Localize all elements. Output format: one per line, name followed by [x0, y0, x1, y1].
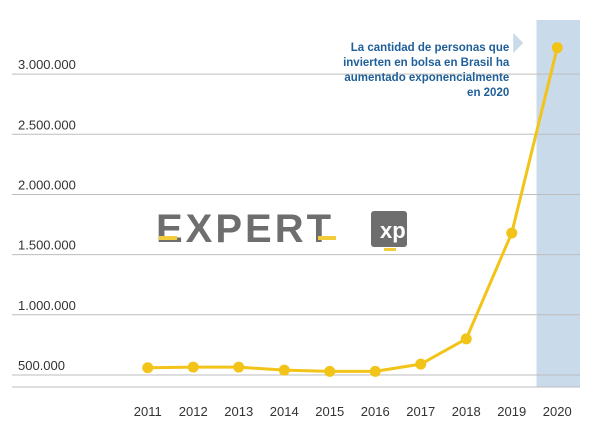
- x-tick-label: 2013: [224, 404, 253, 419]
- x-tick-label: 2020: [543, 404, 572, 419]
- data-point-2011: [142, 362, 154, 374]
- annotation-pointer: [513, 33, 524, 53]
- y-tick-label: 1.500.000: [18, 238, 76, 253]
- xp-badge-label: xp: [380, 218, 406, 243]
- data-point-2015: [324, 365, 336, 377]
- data-point-2014: [278, 364, 290, 376]
- data-point-2017: [415, 358, 427, 370]
- series-line: [147, 47, 559, 373]
- watermark-accent: [159, 236, 177, 240]
- data-point-2013: [233, 361, 245, 373]
- x-tick-label: 2017: [406, 404, 435, 419]
- xp-badge-accent: [384, 248, 396, 251]
- watermark-accent-2: [318, 236, 336, 240]
- annotation-line: invierten en bolsa en Brasil ha: [343, 57, 510, 69]
- annotation-line: aumentado exponencialmente: [344, 72, 509, 84]
- x-tick-label: 2012: [179, 404, 208, 419]
- y-tick-label: 500.000: [18, 358, 65, 373]
- y-tick-label: 2.500.000: [18, 117, 76, 132]
- data-point-2020: [551, 42, 563, 54]
- expert-xp-watermark: EXPERT xp: [156, 207, 407, 251]
- x-tick-label: 2014: [270, 404, 299, 419]
- y-tick-label: 1.000.000: [18, 298, 76, 313]
- x-tick-label: 2019: [497, 404, 526, 419]
- highlight-band-2020: [536, 20, 580, 387]
- annotation-line: La cantidad de personas que: [351, 42, 509, 54]
- xp-badge: [371, 211, 407, 247]
- x-tick-label: 2015: [315, 404, 344, 419]
- annotation-line: en 2020: [467, 87, 509, 99]
- x-tick-label: 2011: [134, 404, 162, 419]
- y-tick-label: 3.000.000: [18, 57, 76, 72]
- annotation: La cantidad de personas que invierten en …: [343, 33, 524, 99]
- x-tick-label: 2016: [361, 404, 390, 419]
- watermark-text: EXPERT: [156, 207, 334, 251]
- data-point-2012: [187, 361, 199, 373]
- y-tick-label: 2.000.000: [18, 177, 76, 192]
- data-point-2019: [506, 227, 518, 239]
- data-point-2018: [460, 333, 472, 345]
- x-tick-label: 2018: [452, 404, 481, 419]
- data-point-2016: [369, 365, 381, 377]
